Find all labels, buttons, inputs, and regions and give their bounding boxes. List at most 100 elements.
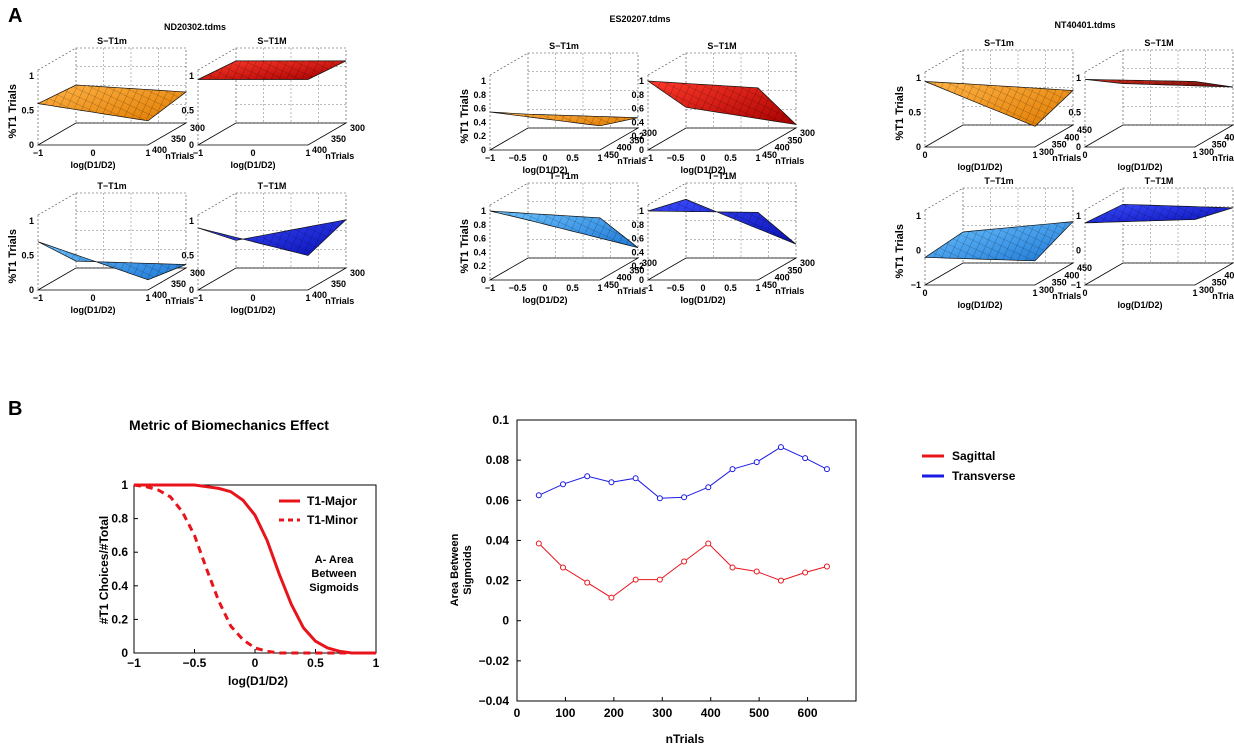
x-tick-label: 0 [250, 148, 255, 158]
axis-ticks: −1 −0.5 0 0.5 1 0 0.2 0.4 0.6 0.8 1 [111, 478, 379, 670]
y-tick-label: 300 [1039, 147, 1054, 157]
z-tick-label: 0 [916, 246, 921, 256]
x-axis-label: log(D1/D2) [1118, 300, 1163, 310]
z-axis-label: %T1 Trials [459, 219, 471, 273]
floor [196, 122, 348, 146]
surface-mesh [198, 219, 346, 256]
x-tick-label: −1 [127, 656, 141, 670]
subplot-title: T−T1M [708, 171, 737, 181]
data-point [584, 579, 591, 586]
z-tick-label: 0 [481, 145, 486, 155]
x-tick-label: −1 [485, 283, 495, 293]
y-tick-label: 0.4 [111, 579, 128, 593]
z-tick-label: 0 [639, 145, 644, 155]
x-tick-label: −0.5 [509, 153, 527, 163]
y-tick-label: 400 [1224, 270, 1234, 280]
x-tick-label: 0.5 [724, 153, 737, 163]
z-tick-label: 0.6 [473, 104, 486, 114]
z-tick-label: 1 [29, 71, 34, 81]
floor [646, 257, 798, 281]
y-axis-label: #T1 Choices/#Total [97, 516, 111, 624]
z-tick-label: 0.4 [473, 117, 486, 127]
z-axis-label: %T1 Trials [7, 84, 19, 138]
y-tick-label: 300 [1199, 147, 1214, 157]
chart-title: Metric of Biomechanics Effect [129, 417, 329, 433]
x-tick-label: 1 [597, 153, 602, 163]
floor [923, 124, 1075, 148]
data-point [535, 492, 542, 499]
annotation: A- Area Between Sigmoids [309, 554, 359, 594]
x-axis-label: log(D1/D2) [958, 300, 1003, 310]
y-axis-label: nTrials [775, 156, 804, 166]
z-tick-label: 0 [189, 285, 194, 295]
x-tick-label: −1 [33, 148, 43, 158]
y-tick-label: 400 [312, 145, 327, 155]
legend: Sagittal Transverse [922, 449, 1016, 483]
subplot-title: T−T1m [984, 176, 1013, 186]
x-tick-label: 400 [701, 706, 721, 720]
surface-mesh [925, 81, 1073, 127]
data-point [584, 473, 591, 480]
z-tick-label: 0.5 [908, 108, 921, 118]
annotation-line-2: Between [311, 568, 357, 580]
y-tick-label: 400 [617, 143, 632, 153]
z-tick-label: 0.5 [181, 106, 194, 116]
z-tick-label: 0.8 [631, 220, 644, 230]
surface-subplot: S−T1m 0 0.2 0.4 0.6 0.8 1 −1 −0.5 0 0.5 1 3003504004… [459, 41, 657, 175]
x-tick-label: 300 [652, 706, 672, 720]
x-tick-label: 0.5 [566, 153, 579, 163]
data-point [777, 577, 784, 584]
z-tick-label: 1 [481, 206, 486, 216]
surface-subplot: T−T1m 0 0.2 0.4 0.6 0.8 1 −1 −0.5 0 0.5 1 3003504004… [459, 171, 657, 305]
y-tick-label: 300 [642, 258, 657, 268]
z-tick-label: 0.4 [631, 117, 644, 127]
z-tick-label: 1 [916, 73, 921, 83]
x-tick-label: −1 [33, 293, 43, 303]
y-tick-label: 450 [1077, 263, 1092, 273]
z-tick-label: 0 [29, 140, 34, 150]
x-tick-label: 1 [1192, 150, 1197, 160]
surface-mesh [38, 241, 186, 280]
plot-frame [516, 419, 857, 702]
x-tick-label: 1 [1192, 288, 1197, 298]
y-tick-label: 0.1 [492, 413, 509, 427]
x-tick-label: 0 [542, 153, 547, 163]
z-axis-label: %T1 Trials [894, 86, 906, 140]
x-tick-label: 0 [90, 148, 95, 158]
y-axis-label: nTrials [1212, 291, 1234, 301]
z-tick-label: 0.4 [473, 247, 486, 257]
data-point [729, 466, 736, 473]
z-tick-label: 0.4 [631, 247, 644, 257]
x-tick-label: 0 [1082, 150, 1087, 160]
data-point [802, 455, 809, 462]
x-tick-label: −0.5 [509, 283, 527, 293]
y-tick-label: 450 [762, 150, 777, 160]
surface-mesh [1085, 204, 1233, 223]
y-tick-label: 300 [350, 268, 365, 278]
y-tick-label: 450 [1077, 125, 1092, 135]
y-axis-label: nTrials [617, 286, 646, 296]
sigmoid-chart: Metric of Biomechanics Effect −1 −0.5 0 0.5… [97, 417, 380, 688]
y-tick-label: 400 [1064, 132, 1079, 142]
y-tick-label: 0 [121, 646, 128, 660]
x-tick-label: 0 [90, 293, 95, 303]
side-wall [647, 182, 687, 280]
z-tick-label: 0 [916, 142, 921, 152]
y-tick-label: 300 [1199, 285, 1214, 295]
y-axis-label: nTrials [325, 151, 354, 161]
side-wall [489, 52, 529, 150]
x-axis-label: nTrials [666, 732, 705, 746]
file-title: NT40401.tdms [1054, 20, 1115, 30]
x-tick-label: 0 [542, 283, 547, 293]
data-point [535, 540, 542, 547]
z-tick-label: 0.2 [473, 131, 486, 141]
data-point [823, 466, 830, 473]
x-tick-label: 1 [1032, 150, 1037, 160]
